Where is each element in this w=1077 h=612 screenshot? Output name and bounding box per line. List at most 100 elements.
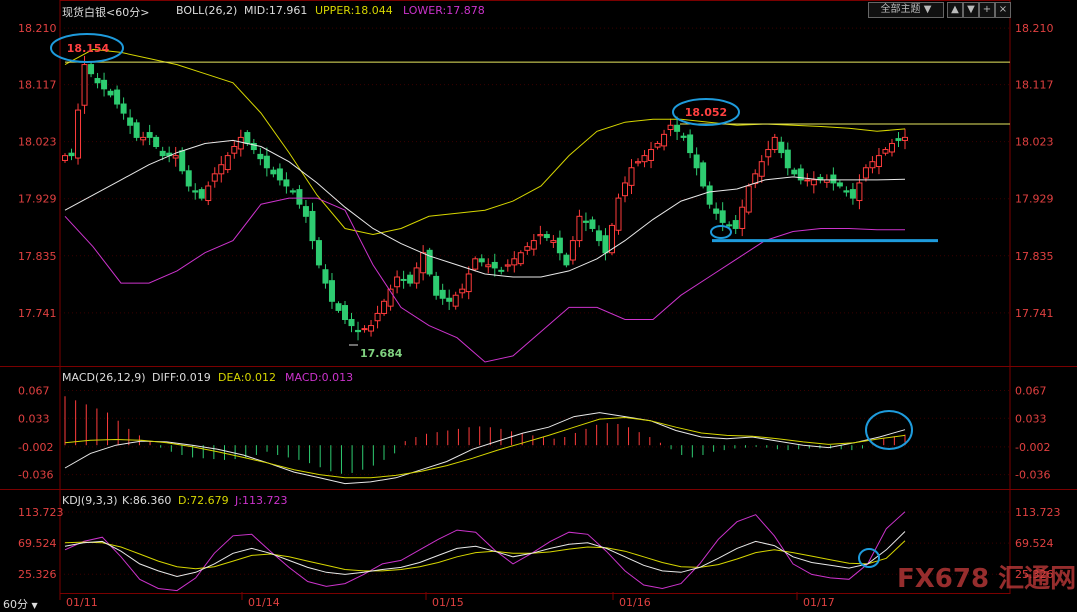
candle-body	[270, 169, 277, 175]
candle-body	[192, 190, 199, 193]
candle-body	[368, 325, 375, 332]
macd-tick-left-2: -0.002	[18, 441, 53, 454]
candle-body	[348, 319, 355, 327]
candle-body	[153, 136, 160, 148]
macd-tick-left-3: -0.036	[18, 469, 53, 482]
candle-body	[556, 237, 563, 254]
candle-body	[875, 155, 882, 168]
candle-body	[895, 138, 902, 141]
candle-body	[446, 297, 453, 302]
period-selector[interactable]: 60分 ▼	[3, 596, 38, 612]
plus-icon: +	[982, 4, 992, 15]
macd-tick-right-2: -0.002	[1015, 441, 1050, 454]
candle-body	[68, 152, 75, 157]
candle-body	[413, 267, 420, 284]
annotation-circle-macd	[865, 410, 913, 450]
candle-body	[120, 103, 127, 114]
candle-body	[693, 154, 700, 169]
candle-body	[452, 294, 459, 307]
kdj-tick-left-2: 25.326	[18, 568, 57, 581]
price-tick-right-5: 17.741	[1015, 307, 1054, 320]
candle-body	[719, 210, 726, 223]
watermark-logo: FX678 汇通网	[897, 564, 1077, 594]
candle-body	[237, 136, 244, 150]
triangle-up-icon: ▲	[951, 4, 959, 15]
macd-tick-right-3: -0.036	[1015, 469, 1050, 482]
candle-body	[739, 206, 746, 229]
candle-body	[778, 141, 785, 154]
candle-body	[459, 288, 466, 294]
candle-body	[784, 149, 791, 169]
price-tick-left-4: 17.835	[18, 250, 57, 263]
annotation-circle-support	[710, 225, 732, 239]
candle-body	[661, 133, 668, 147]
macd-histogram-value: MACD:0.013	[285, 371, 354, 384]
x-tick-label-1: 01/14	[248, 596, 280, 609]
candle-body	[224, 155, 231, 171]
kdj-indicator-label: KDJ(9,3,3)	[62, 494, 118, 507]
candle-body	[328, 280, 335, 302]
candle-body	[159, 150, 166, 157]
macd-tick-left-1: 0.033	[18, 412, 50, 425]
boll-upper-value: UPPER:18.044	[315, 4, 393, 17]
kdj-tick-right-0: 113.723	[1015, 506, 1061, 519]
candle-body	[211, 173, 218, 182]
triangle-down-icon: ▼	[923, 4, 932, 15]
price-tick-left-5: 17.741	[18, 307, 57, 320]
candle-body	[114, 89, 121, 105]
candle-body	[654, 142, 661, 148]
expand-button[interactable]: +	[979, 2, 995, 18]
candle-body	[322, 269, 329, 284]
candle-body	[648, 149, 655, 161]
candle-body	[296, 189, 303, 205]
boll-indicator-label: BOLL(26,2)	[176, 4, 238, 17]
candle-body	[745, 185, 752, 213]
scroll-down-button[interactable]: ▼	[963, 2, 979, 18]
candle-body	[628, 167, 635, 186]
x-tick-label-3: 01/16	[619, 596, 651, 609]
candle-body	[88, 64, 95, 75]
theme-dropdown[interactable]: 全部主题 ▼	[868, 2, 944, 18]
theme-dropdown-label: 全部主题	[880, 4, 921, 15]
annotation-high-value: 18.154	[67, 42, 110, 55]
candle-body	[205, 185, 212, 202]
kdj-tick-left-0: 113.723	[18, 506, 64, 519]
candle-body	[335, 303, 342, 311]
price-tick-left-0: 18.210	[18, 22, 57, 35]
candle-body	[309, 210, 316, 242]
kdj-k-line	[64, 531, 906, 578]
close-icon: ×	[998, 4, 1008, 15]
candle-body	[394, 276, 401, 288]
price-tick-left-1: 18.117	[18, 79, 57, 92]
candle-body	[420, 252, 427, 274]
kdj-j-line	[64, 511, 906, 592]
candle-body	[726, 224, 733, 227]
candle-body	[622, 182, 628, 197]
triangle-down-icon: ▼	[31, 601, 38, 610]
annotation-second-high-value: 18.052	[685, 106, 727, 119]
candle-body	[400, 278, 407, 281]
close-button[interactable]: ×	[995, 2, 1011, 18]
macd-diff-value: DIFF:0.019	[152, 371, 211, 384]
candle-body	[595, 230, 602, 242]
candle-body	[550, 240, 557, 243]
candle-body	[641, 155, 648, 163]
candle-body	[517, 252, 524, 265]
candle-body	[602, 235, 609, 254]
candle-body	[810, 179, 817, 186]
candle-body	[771, 136, 778, 151]
price-tick-left-3: 17.929	[18, 193, 57, 206]
kdj-j-value: J:113.723	[235, 494, 288, 507]
scroll-up-button[interactable]: ▲	[947, 2, 963, 18]
boll-lower-line	[64, 197, 905, 363]
candle-body	[315, 240, 322, 266]
kdj-k-value: K:86.360	[122, 494, 172, 507]
candle-body	[732, 220, 739, 229]
candle-body	[862, 167, 869, 179]
candle-body	[81, 64, 88, 106]
candle-body	[843, 190, 850, 193]
candle-body	[198, 189, 205, 199]
candle-body	[302, 206, 309, 217]
